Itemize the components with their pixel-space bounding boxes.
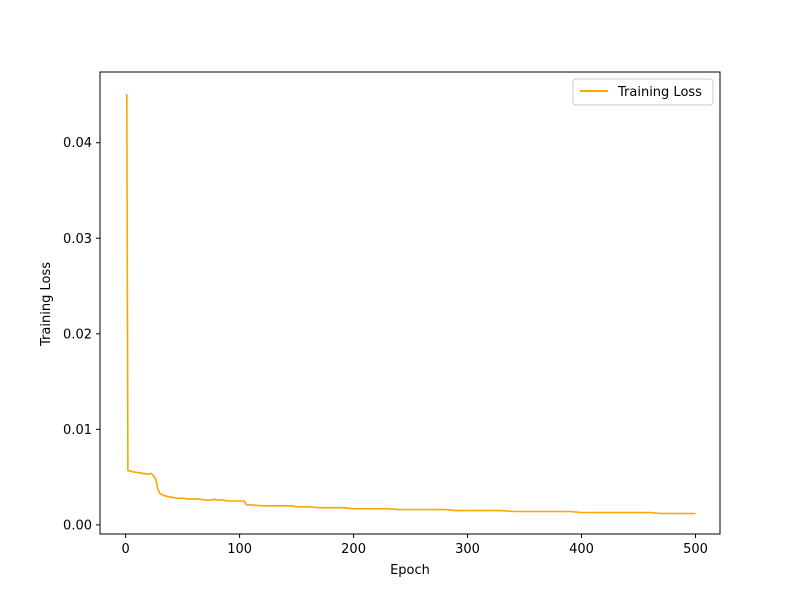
x-tick-label: 400 (569, 542, 594, 557)
axes-frame (99, 71, 721, 535)
y-tick-label: 0.04 (63, 136, 92, 151)
y-axis-label: Training Loss (39, 262, 54, 347)
series-line-training-loss (126, 93, 696, 515)
plot-area (99, 71, 721, 535)
y-tick-label: 0.02 (63, 327, 92, 342)
x-axis-ticks: 0 100 200 300 400 500 (122, 534, 708, 557)
legend: Training Loss (572, 78, 714, 106)
x-tick-label: 500 (683, 542, 708, 557)
y-tick-label: 0.00 (63, 518, 92, 533)
y-axis-ticks: 0.00 0.01 0.02 0.03 0.04 (63, 136, 100, 533)
x-tick-label: 100 (227, 542, 252, 557)
y-tick-label: 0.01 (63, 423, 92, 438)
x-axis-label: Epoch (390, 563, 430, 578)
x-tick-label: 0 (122, 542, 130, 557)
x-tick-label: 300 (455, 542, 480, 557)
legend-label-training-loss: Training Loss (617, 85, 702, 100)
legend-frame (572, 78, 714, 106)
x-tick-label: 200 (341, 542, 366, 557)
y-tick-label: 0.03 (63, 232, 92, 247)
